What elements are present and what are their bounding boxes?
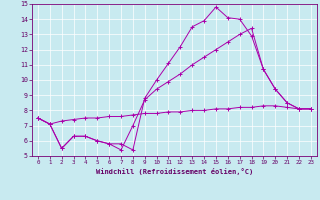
X-axis label: Windchill (Refroidissement éolien,°C): Windchill (Refroidissement éolien,°C) (96, 168, 253, 175)
